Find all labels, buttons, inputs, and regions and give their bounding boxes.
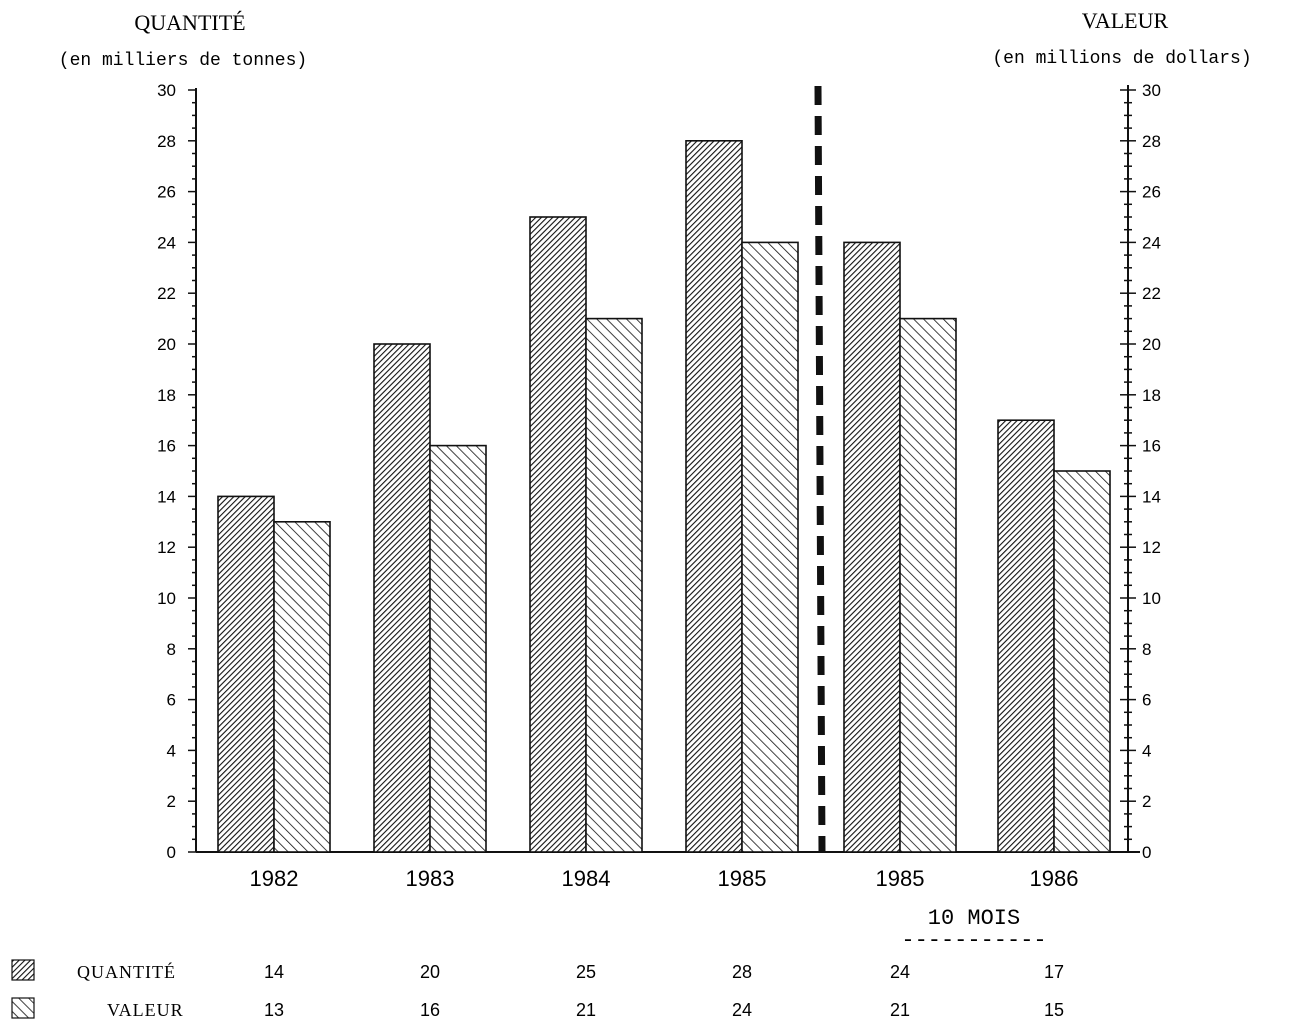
left-tick-label: 20: [157, 335, 176, 354]
right-tick-label: 6: [1142, 691, 1151, 710]
left-tick-label: 16: [157, 437, 176, 456]
bar-quantite: [217, 495, 275, 853]
bar-quantite: [843, 241, 901, 853]
left-tick-label: 6: [167, 691, 176, 710]
table-value-quantite: 25: [576, 962, 596, 982]
right-tick-label: 30: [1142, 81, 1161, 100]
left-tick-label: 30: [157, 81, 176, 100]
left-tick-label: 28: [157, 132, 176, 151]
bar-valeur: [585, 317, 643, 853]
right-tick-label: 12: [1142, 538, 1161, 557]
ten-months-dashes: -----------: [901, 928, 1046, 953]
left-tick-label: 14: [157, 487, 176, 506]
table-value-quantite: 28: [732, 962, 752, 982]
bar-quantite: [685, 140, 743, 853]
category-labels: 1982 1983 1984 1985 1985 1986: [250, 866, 1079, 891]
category-label: 1982: [250, 866, 299, 891]
left-tick-label: 8: [167, 640, 176, 659]
left-axis-title: QUANTITÉ: [134, 10, 245, 35]
left-tick-label: 2: [167, 792, 176, 811]
legend-label-quantite: QUANTITÉ: [77, 961, 176, 982]
right-tick-label: 10: [1142, 589, 1161, 608]
legend-swatch-quantite: [11, 959, 35, 981]
table-value-quantite: 14: [264, 962, 284, 982]
bar-quantite: [997, 419, 1055, 853]
category-label: 1985: [876, 866, 925, 891]
table-value-quantite: 17: [1044, 962, 1064, 982]
right-tick-label: 26: [1142, 183, 1161, 202]
left-tick-label: 22: [157, 284, 176, 303]
legend-valeur: VALEUR: [11, 997, 184, 1020]
category-label: 1984: [562, 866, 611, 891]
left-tick-label: 26: [157, 183, 176, 202]
bars: [217, 140, 1111, 853]
left-tick-label: 18: [157, 386, 176, 405]
left-tick-label: 12: [157, 538, 176, 557]
left-axis-subtitle: (en milliers de tonnes): [59, 51, 307, 71]
table-value-quantite: 24: [890, 962, 910, 982]
right-tick-label: 2: [1142, 792, 1151, 811]
table-value-valeur: 15: [1044, 1000, 1064, 1020]
right-axis-subtitle: (en millions de dollars): [992, 49, 1251, 69]
bar-quantite: [373, 343, 431, 853]
legend-swatch-valeur: [11, 997, 35, 1019]
right-tick-label: 22: [1142, 284, 1161, 303]
table-value-valeur: 16: [420, 1000, 440, 1020]
left-tick-label: 24: [157, 233, 176, 252]
right-tick-label: 16: [1142, 437, 1161, 456]
left-tick-label: 10: [157, 589, 176, 608]
table-value-valeur: 13: [264, 1000, 284, 1020]
right-tick-label: 4: [1142, 741, 1151, 760]
table-value-quantite: 20: [420, 962, 440, 982]
bar-valeur: [1053, 470, 1111, 853]
table-value-valeur: 21: [576, 1000, 596, 1020]
ten-months-note: 10 MOIS: [928, 906, 1020, 931]
right-tick-label: 24: [1142, 233, 1161, 252]
right-tick-label: 14: [1142, 487, 1161, 506]
right-tick-label: 0: [1142, 843, 1151, 862]
right-tick-label: 18: [1142, 386, 1161, 405]
left-tick-label: 4: [167, 741, 176, 760]
right-tick-label: 8: [1142, 640, 1151, 659]
period-divider: [814, 85, 826, 853]
category-label: 1983: [406, 866, 455, 891]
table-value-valeur: 21: [890, 1000, 910, 1020]
bar-quantite: [529, 216, 587, 853]
bar-valeur: [899, 317, 957, 853]
bar-valeur: [273, 520, 331, 853]
bar-valeur: [429, 444, 487, 853]
legend-quantite: QUANTITÉ: [11, 959, 176, 982]
table-value-valeur: 24: [732, 1000, 752, 1020]
data-table: 14 13 20 16 25 21 28 24 24 21 17 15: [264, 962, 1064, 1020]
category-label: 1986: [1030, 866, 1079, 891]
right-axis-title: VALEUR: [1082, 8, 1169, 33]
right-tick-label: 28: [1142, 132, 1161, 151]
category-label: 1985: [718, 866, 767, 891]
left-tick-label: 0: [167, 843, 176, 862]
legend-label-valeur: VALEUR: [107, 1000, 184, 1020]
bar-valeur: [741, 241, 799, 853]
right-tick-label: 20: [1142, 335, 1161, 354]
